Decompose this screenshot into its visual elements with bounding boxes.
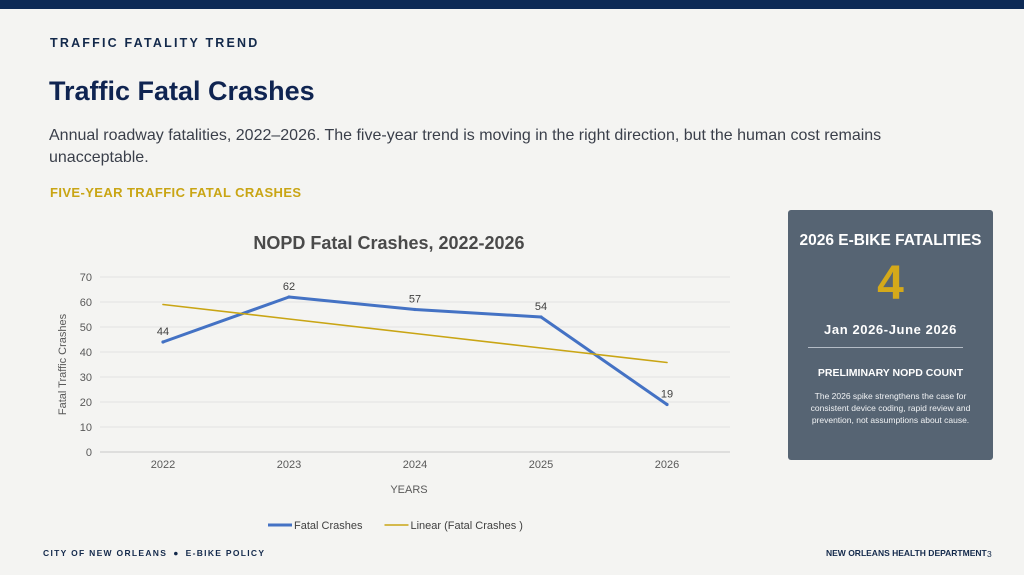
data-label: 54 <box>535 301 547 313</box>
legend-label: Linear (Fatal Crashes ) <box>410 520 523 532</box>
section-label: FIVE-YEAR TRAFFIC FATAL CRASHES <box>50 185 302 200</box>
card-title: 2026 E-BIKE FATALITIES <box>799 232 982 249</box>
card-subheading: PRELIMINARY NOPD COUNT <box>817 367 964 379</box>
x-axis-label: YEARS <box>390 484 427 496</box>
card-divider <box>808 347 963 348</box>
data-point <box>161 340 165 344</box>
x-tick-label: 2023 <box>277 459 301 471</box>
y-tick-label: 40 <box>80 347 92 359</box>
data-label: 44 <box>157 326 169 338</box>
line-chart: NOPD Fatal Crashes, 2022-2026 0 10 20 30 40 50… <box>57 233 730 532</box>
footer-org: CITY OF NEW ORLEANS <box>43 548 168 558</box>
page-title: Traffic Fatal Crashes <box>49 76 315 106</box>
page-subtitle: Annual roadway fatalities, 2022–2026. Th… <box>49 127 882 166</box>
trendline <box>162 303 668 364</box>
y-tick-label: 20 <box>80 397 92 409</box>
legend-label: Fatal Crashes <box>294 520 363 532</box>
y-tick-label: 10 <box>80 422 92 434</box>
data-point <box>665 402 669 407</box>
data-point <box>539 315 543 319</box>
card-date-range: Jan 2026-June 2026 <box>824 322 957 337</box>
x-tick-label: 2022 <box>151 459 175 471</box>
eyebrow-label: TRAFFIC FATALITY TREND <box>50 36 260 50</box>
ebike-fatalities-card: 2026 E-BIKE FATALITIES 4 Jan 2026-June 2… <box>788 210 993 460</box>
chart-container: NOPD Fatal Crashes, 2022-2026 0 10 20 30 40 50… <box>40 220 760 550</box>
y-tick-label: 30 <box>80 372 92 384</box>
data-point <box>413 307 417 312</box>
data-label: 19 <box>661 389 673 401</box>
card-number: 4 <box>877 257 904 310</box>
data-label: 57 <box>409 294 421 306</box>
x-tick-label: 2024 <box>403 459 427 471</box>
y-tick-label: 50 <box>80 322 92 334</box>
data-label: 62 <box>283 281 295 293</box>
top-accent-bar <box>0 0 1024 9</box>
y-tick-label: 70 <box>80 272 92 284</box>
x-tick-label: 2025 <box>529 459 553 471</box>
footer-topic: E-BIKE POLICY <box>185 548 266 558</box>
chart-title: NOPD Fatal Crashes, 2022-2026 <box>253 233 524 253</box>
y-axis-label: Fatal Traffic Crashes <box>57 313 69 415</box>
card-body-text: The 2026 spike strengthens the case for … <box>810 391 971 425</box>
y-tick-label: 0 <box>86 447 92 459</box>
footer-left: CITY OF NEW ORLEANS ● E-BIKE POLICY <box>43 548 265 558</box>
data-point <box>287 295 291 299</box>
page-number: 3 <box>987 549 992 559</box>
x-tick-label: 2026 <box>655 459 679 471</box>
footer-department: NEW ORLEANS HEALTH DEPARTMENT <box>826 548 987 558</box>
y-tick-label: 60 <box>80 297 92 309</box>
footer-separator: ● <box>173 548 180 558</box>
